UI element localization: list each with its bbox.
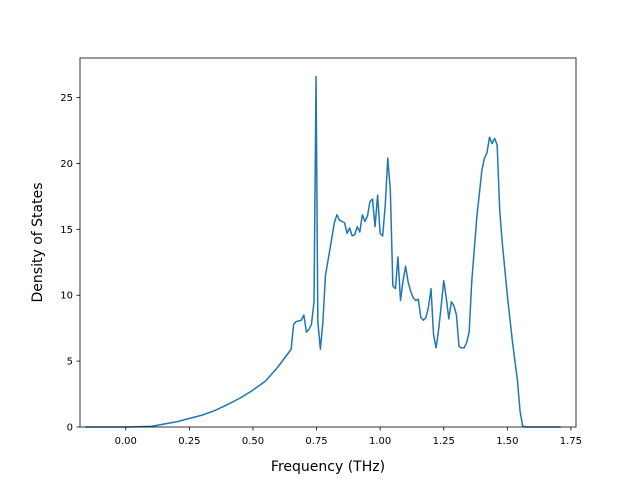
y-tick-label: 5 [67, 357, 73, 368]
plot-area [85, 75, 561, 428]
y-tick-label: 0 [67, 423, 73, 434]
y-axis-ticks: 0 5 10 15 20 25 [60, 93, 80, 434]
x-tick-label: 0.75 [305, 436, 327, 447]
y-tick-label: 25 [60, 93, 73, 104]
y-tick-label: 15 [60, 225, 73, 236]
x-tick-label: 1.25 [433, 436, 455, 447]
x-tick-label: 1.50 [496, 436, 518, 447]
x-tick-label: 0.50 [242, 436, 264, 447]
series-line [85, 75, 561, 428]
y-tick-label: 10 [60, 291, 73, 302]
x-tick-label: 1.75 [560, 436, 582, 447]
axes-frame [79, 57, 577, 428]
x-tick-label: 0.25 [178, 436, 200, 447]
x-tick-label: 1.00 [369, 436, 391, 447]
x-tick-label: 0.00 [115, 436, 137, 447]
y-tick-label: 20 [60, 159, 73, 170]
x-axis-ticks: 0.00 0.25 0.50 0.75 1.00 1.25 1.50 1.75 [115, 427, 582, 447]
x-axis-label: Frequency (THz) [271, 459, 385, 475]
y-axis-label: Density of States [30, 183, 46, 303]
